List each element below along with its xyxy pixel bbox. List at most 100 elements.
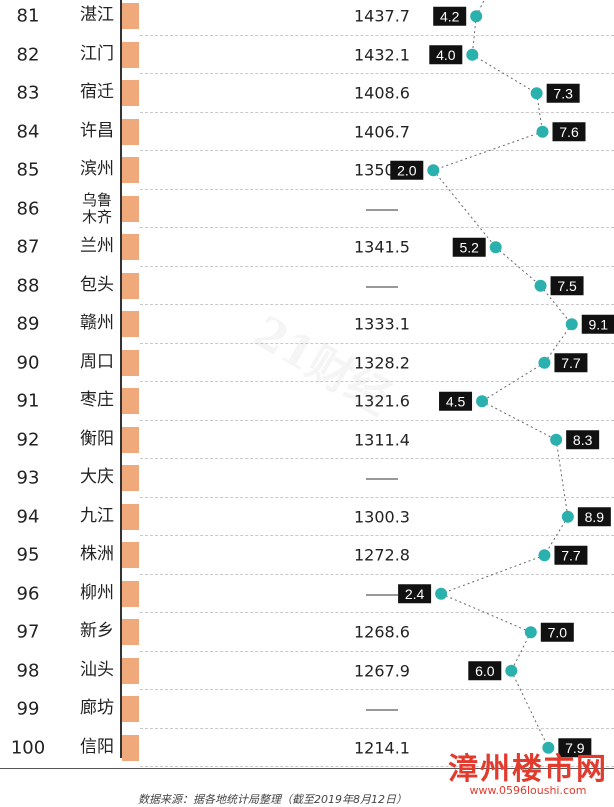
city-label: 湛江 (80, 5, 114, 26)
rank-label: 82 (16, 44, 40, 66)
table-row: 85 滨州 1350.8 (0, 151, 614, 190)
table-row: 81 湛江 1437.7 (0, 0, 614, 36)
rank-bar (122, 619, 139, 645)
growth-point (489, 241, 502, 254)
gdp-value: 1333.1 (354, 314, 410, 334)
table-row: 91 枣庄 1321.6 (0, 382, 614, 421)
growth-label-box (429, 45, 463, 65)
growth-label: 2.0 (397, 162, 417, 178)
rank-bar (122, 41, 139, 68)
row-separator (140, 573, 614, 575)
growth-label-box (468, 661, 502, 681)
gdp-value: 1341.5 (354, 237, 410, 257)
growth-point (538, 356, 551, 369)
growth-point (435, 587, 448, 600)
gdp-value: 1432.1 (354, 45, 410, 65)
gdp-value: 1214.1 (354, 738, 410, 758)
rank-label: 96 (16, 583, 40, 605)
growth-point (565, 318, 578, 331)
growth-point (476, 395, 489, 408)
table-row: 90 周口 1328.2 (0, 344, 614, 382)
growth-label-box (554, 545, 588, 565)
source-note: 数据来源：据各地统计局整理（截至2019年8月12日） (138, 793, 407, 806)
growth-label-box (452, 237, 486, 257)
rank-label: 81 (16, 5, 40, 27)
growth-label-box (566, 430, 600, 450)
table-row: 100 信阳 1214.1 (0, 729, 614, 767)
growth-label: 7.9 (565, 740, 585, 756)
row-separator (140, 227, 614, 228)
connector-line (495, 246, 541, 287)
table-row: 94 九江 1300.3 (0, 498, 614, 536)
connector-line (432, 169, 497, 248)
growth-point (505, 664, 518, 677)
rank-bar (122, 657, 139, 684)
growth-label-box (546, 83, 580, 103)
rank-bar (122, 80, 139, 106)
row-separator (140, 766, 614, 767)
growth-label-box (433, 6, 467, 26)
growth-label-box (577, 507, 611, 527)
city-label: 衡阳 (80, 428, 114, 449)
growth-label: 4.2 (440, 8, 460, 24)
rank-label: 88 (16, 275, 40, 297)
row-separator (140, 188, 614, 190)
table-row: 92 衡阳 1311.4 (0, 421, 614, 459)
rank-label: 97 (16, 621, 40, 643)
rank-label: 87 (16, 236, 40, 258)
connector-line (555, 439, 569, 517)
row-separator (140, 73, 614, 74)
growth-label: 9.1 (589, 316, 609, 332)
rank-label: 94 (16, 506, 40, 528)
city-label: 赣州 (80, 313, 114, 334)
growth-label-box (390, 160, 424, 180)
row-separator (140, 612, 614, 613)
rank-label: 93 (16, 467, 40, 489)
connector-line (510, 632, 532, 671)
city-label: 兰州 (80, 236, 114, 257)
rank-label: 90 (16, 352, 40, 374)
growth-label-box (554, 353, 588, 373)
city-label: 九江 (80, 505, 114, 526)
data-table: 81 湛江 1437.7 82 江门 1432.1 83 宿迁 1408.6 84 许昌 1406.7… (0, 0, 614, 767)
growth-point (534, 279, 547, 292)
row-separator (140, 150, 614, 151)
rank-label: 92 (16, 429, 40, 451)
growth-rate-chart: 4.2 4.0 7.3 7.6 2.0 5.2 7.5 9.1 7.7 4.5 8.3 8.9 7.7 2… (390, 0, 614, 758)
gdp-value: 1406.7 (354, 122, 410, 142)
gdp-value: 1311.4 (354, 430, 410, 450)
rank-label: 86 (16, 198, 40, 220)
table-row: 89 赣州 1333.1 (0, 305, 614, 344)
table-row: 95 株洲 1272.8 (0, 536, 614, 575)
city-label: 周口 (80, 351, 114, 372)
growth-label-box (550, 276, 584, 296)
rank-bar (122, 734, 139, 761)
table-row: 84 许昌 1406.7 (0, 113, 614, 151)
row-separator (140, 265, 614, 267)
city-label: 枣庄 (80, 390, 114, 411)
city-label: 滨州 (80, 159, 114, 180)
rank-bar (122, 195, 139, 222)
connector-line (433, 131, 543, 171)
row-separator (140, 381, 614, 382)
growth-point (530, 87, 543, 100)
connector-line (536, 93, 543, 132)
rank-bar (122, 465, 139, 491)
table-row: 93 大庆 (0, 459, 614, 498)
rank-bar (122, 272, 139, 299)
gdp-value: 1321.6 (354, 391, 410, 411)
rank-label: 95 (16, 544, 40, 566)
growth-point (550, 433, 563, 446)
connector-line (540, 285, 573, 325)
city-label: 大庆 (80, 467, 114, 488)
city-label: 柳州 (80, 582, 114, 603)
gdp-value: 1267.9 (354, 661, 410, 681)
growth-label: 8.3 (573, 432, 593, 448)
growth-label: 2.4 (405, 586, 425, 602)
connector-line (440, 554, 545, 595)
gdp-value: 1268.6 (354, 622, 410, 642)
growth-point (466, 48, 479, 61)
growth-label-box (581, 314, 614, 334)
growth-label: 8.9 (585, 509, 605, 525)
city-label: 江门 (80, 43, 114, 64)
